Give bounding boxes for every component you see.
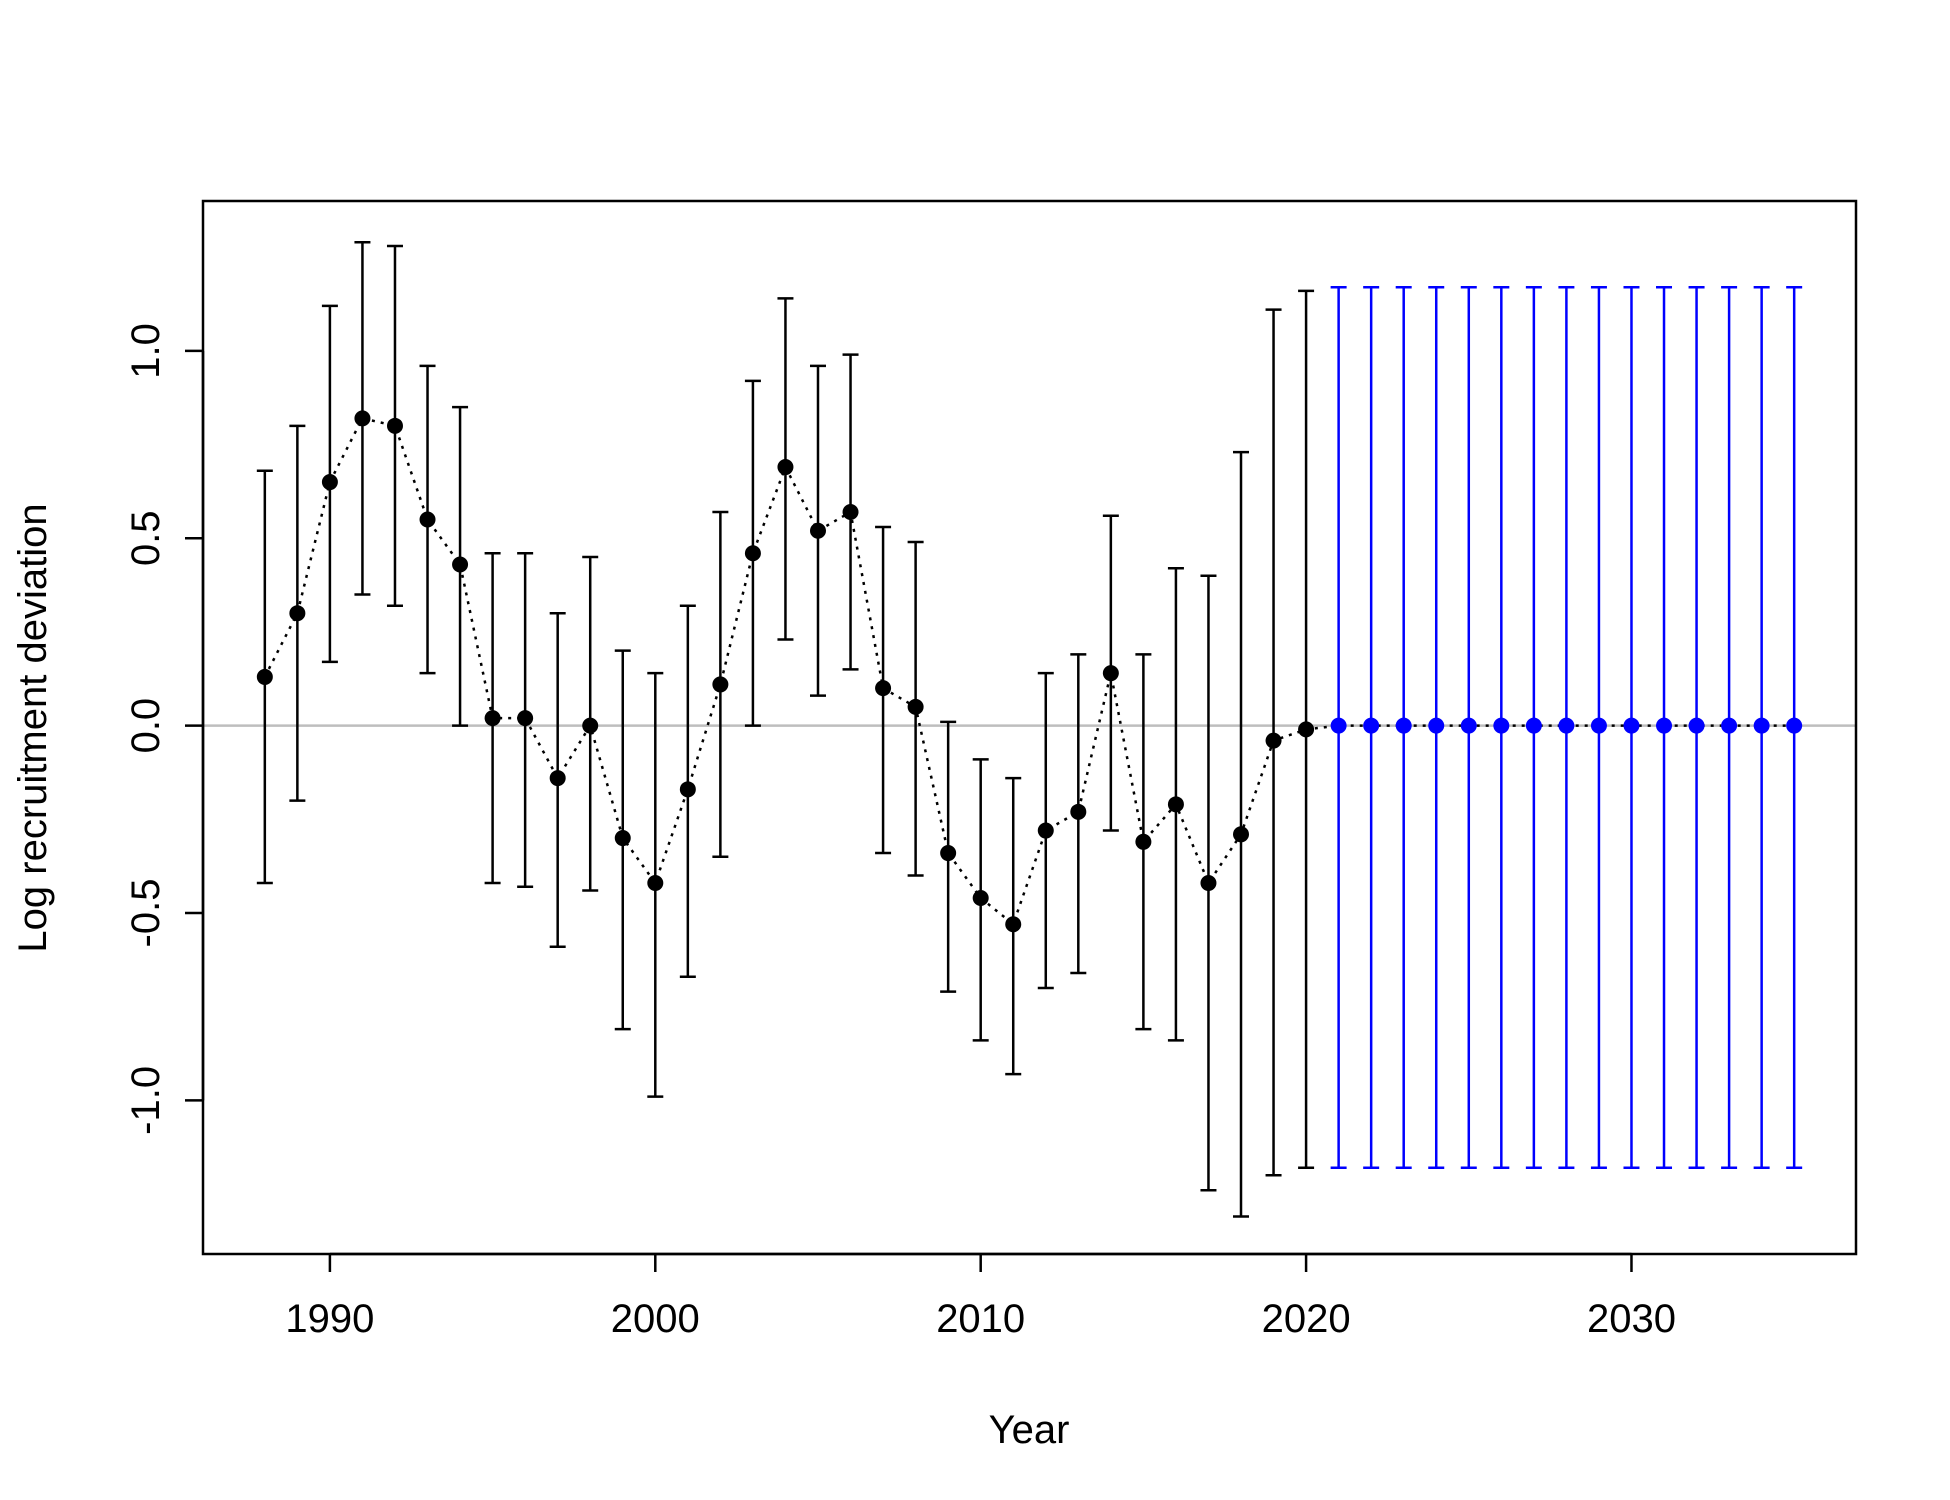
x-axis-title: Year: [989, 1408, 1070, 1452]
data-point: [1623, 717, 1640, 734]
data-point: [1395, 717, 1412, 734]
data-point: [419, 511, 436, 528]
data-point: [1753, 717, 1770, 734]
data-point: [549, 770, 566, 787]
data-point: [842, 504, 859, 521]
x-tick-label: 2000: [611, 1297, 700, 1341]
data-point: [1167, 796, 1184, 813]
y-tick-label: -1.0: [124, 1066, 168, 1135]
data-point: [1135, 833, 1152, 850]
data-point: [1070, 803, 1087, 820]
data-point: [1265, 732, 1282, 749]
data-point: [1558, 717, 1575, 734]
x-tick-label: 1990: [285, 1297, 374, 1341]
data-point: [1460, 717, 1477, 734]
data-point: [1525, 717, 1542, 734]
data-point: [582, 717, 599, 734]
data-point: [484, 710, 501, 727]
y-axis: -1.0 -0.5 0.0 0.5 1.0: [124, 323, 205, 1135]
data-point: [386, 417, 403, 434]
data-point: [809, 522, 826, 539]
data-point: [679, 781, 696, 798]
data-point: [1688, 717, 1705, 734]
data-point: [972, 890, 989, 907]
series-2: [1330, 285, 1803, 1170]
x-tick-label: 2010: [936, 1297, 1025, 1341]
data-point: [1721, 717, 1738, 734]
data-point: [777, 459, 794, 476]
y-axis-title: Log recruitment deviation: [11, 503, 55, 952]
plot-area: [203, 240, 1856, 1218]
x-tick-label: 2030: [1587, 1297, 1676, 1341]
data-point: [1656, 717, 1673, 734]
y-tick-label: 0.0: [124, 698, 168, 754]
data-point: [1428, 717, 1445, 734]
data-point: [517, 710, 534, 727]
data-point: [354, 410, 371, 427]
data-point: [256, 668, 273, 685]
data-point: [1786, 717, 1803, 734]
data-point: [1493, 717, 1510, 734]
y-tick-label: 0.5: [124, 510, 168, 566]
data-point: [1200, 875, 1217, 892]
data-point: [875, 680, 892, 697]
data-point: [744, 545, 761, 562]
data-point: [1005, 916, 1022, 933]
data-point: [1102, 665, 1119, 682]
data-point: [1037, 822, 1054, 839]
data-point: [647, 875, 664, 892]
x-axis: 1990 2000 2010 2020 2030: [285, 1252, 1676, 1341]
data-point: [321, 474, 338, 491]
x-tick-label: 2020: [1262, 1297, 1351, 1341]
data-point: [614, 830, 631, 847]
data-point: [1298, 721, 1315, 738]
data-point: [1330, 717, 1347, 734]
data-point: [1363, 717, 1380, 734]
y-tick-label: 1.0: [124, 323, 168, 379]
data-point: [907, 698, 924, 715]
data-point: [1590, 717, 1607, 734]
series-1: [256, 240, 1315, 1218]
data-point: [1233, 826, 1250, 843]
y-tick-label: -0.5: [124, 879, 168, 948]
data-point: [712, 676, 729, 693]
data-point: [452, 556, 469, 573]
data-point: [289, 605, 306, 622]
data-point: [940, 845, 957, 862]
